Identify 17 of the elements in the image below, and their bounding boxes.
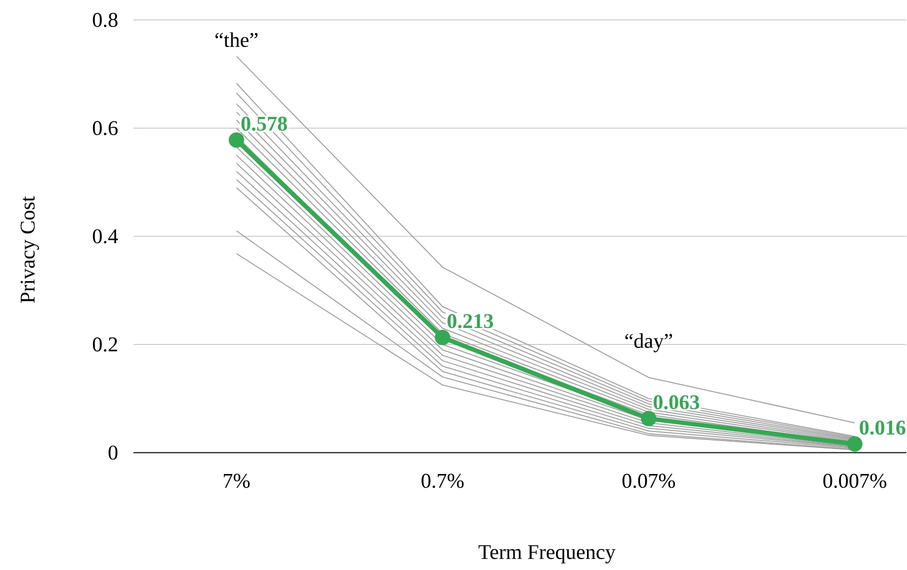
y-tick-label: 0.8: [92, 12, 118, 27]
y-tick-label: 0.6: [92, 120, 118, 136]
x-axis-title: Term Frequency: [478, 545, 616, 564]
x-tick-label: 7%: [224, 474, 250, 488]
y-tick-label: 0.4: [92, 229, 118, 244]
data-label: 0.578: [241, 116, 287, 131]
annotation: “the”: [215, 32, 258, 47]
data-label: 0.213: [448, 314, 494, 328]
annotation: “day”: [625, 333, 672, 352]
data-label: 0.016: [860, 420, 906, 435]
data-label: 0.063: [654, 394, 700, 410]
x-tick-label: 0.7%: [422, 474, 464, 488]
y-tick-label: 0: [108, 445, 118, 460]
x-tick-label: 0.007%: [823, 474, 886, 488]
y-tick-label: 0.2: [92, 337, 118, 352]
x-tick-label: 0.07%: [622, 474, 675, 488]
y-axis-title: Privacy Cost: [20, 196, 40, 303]
